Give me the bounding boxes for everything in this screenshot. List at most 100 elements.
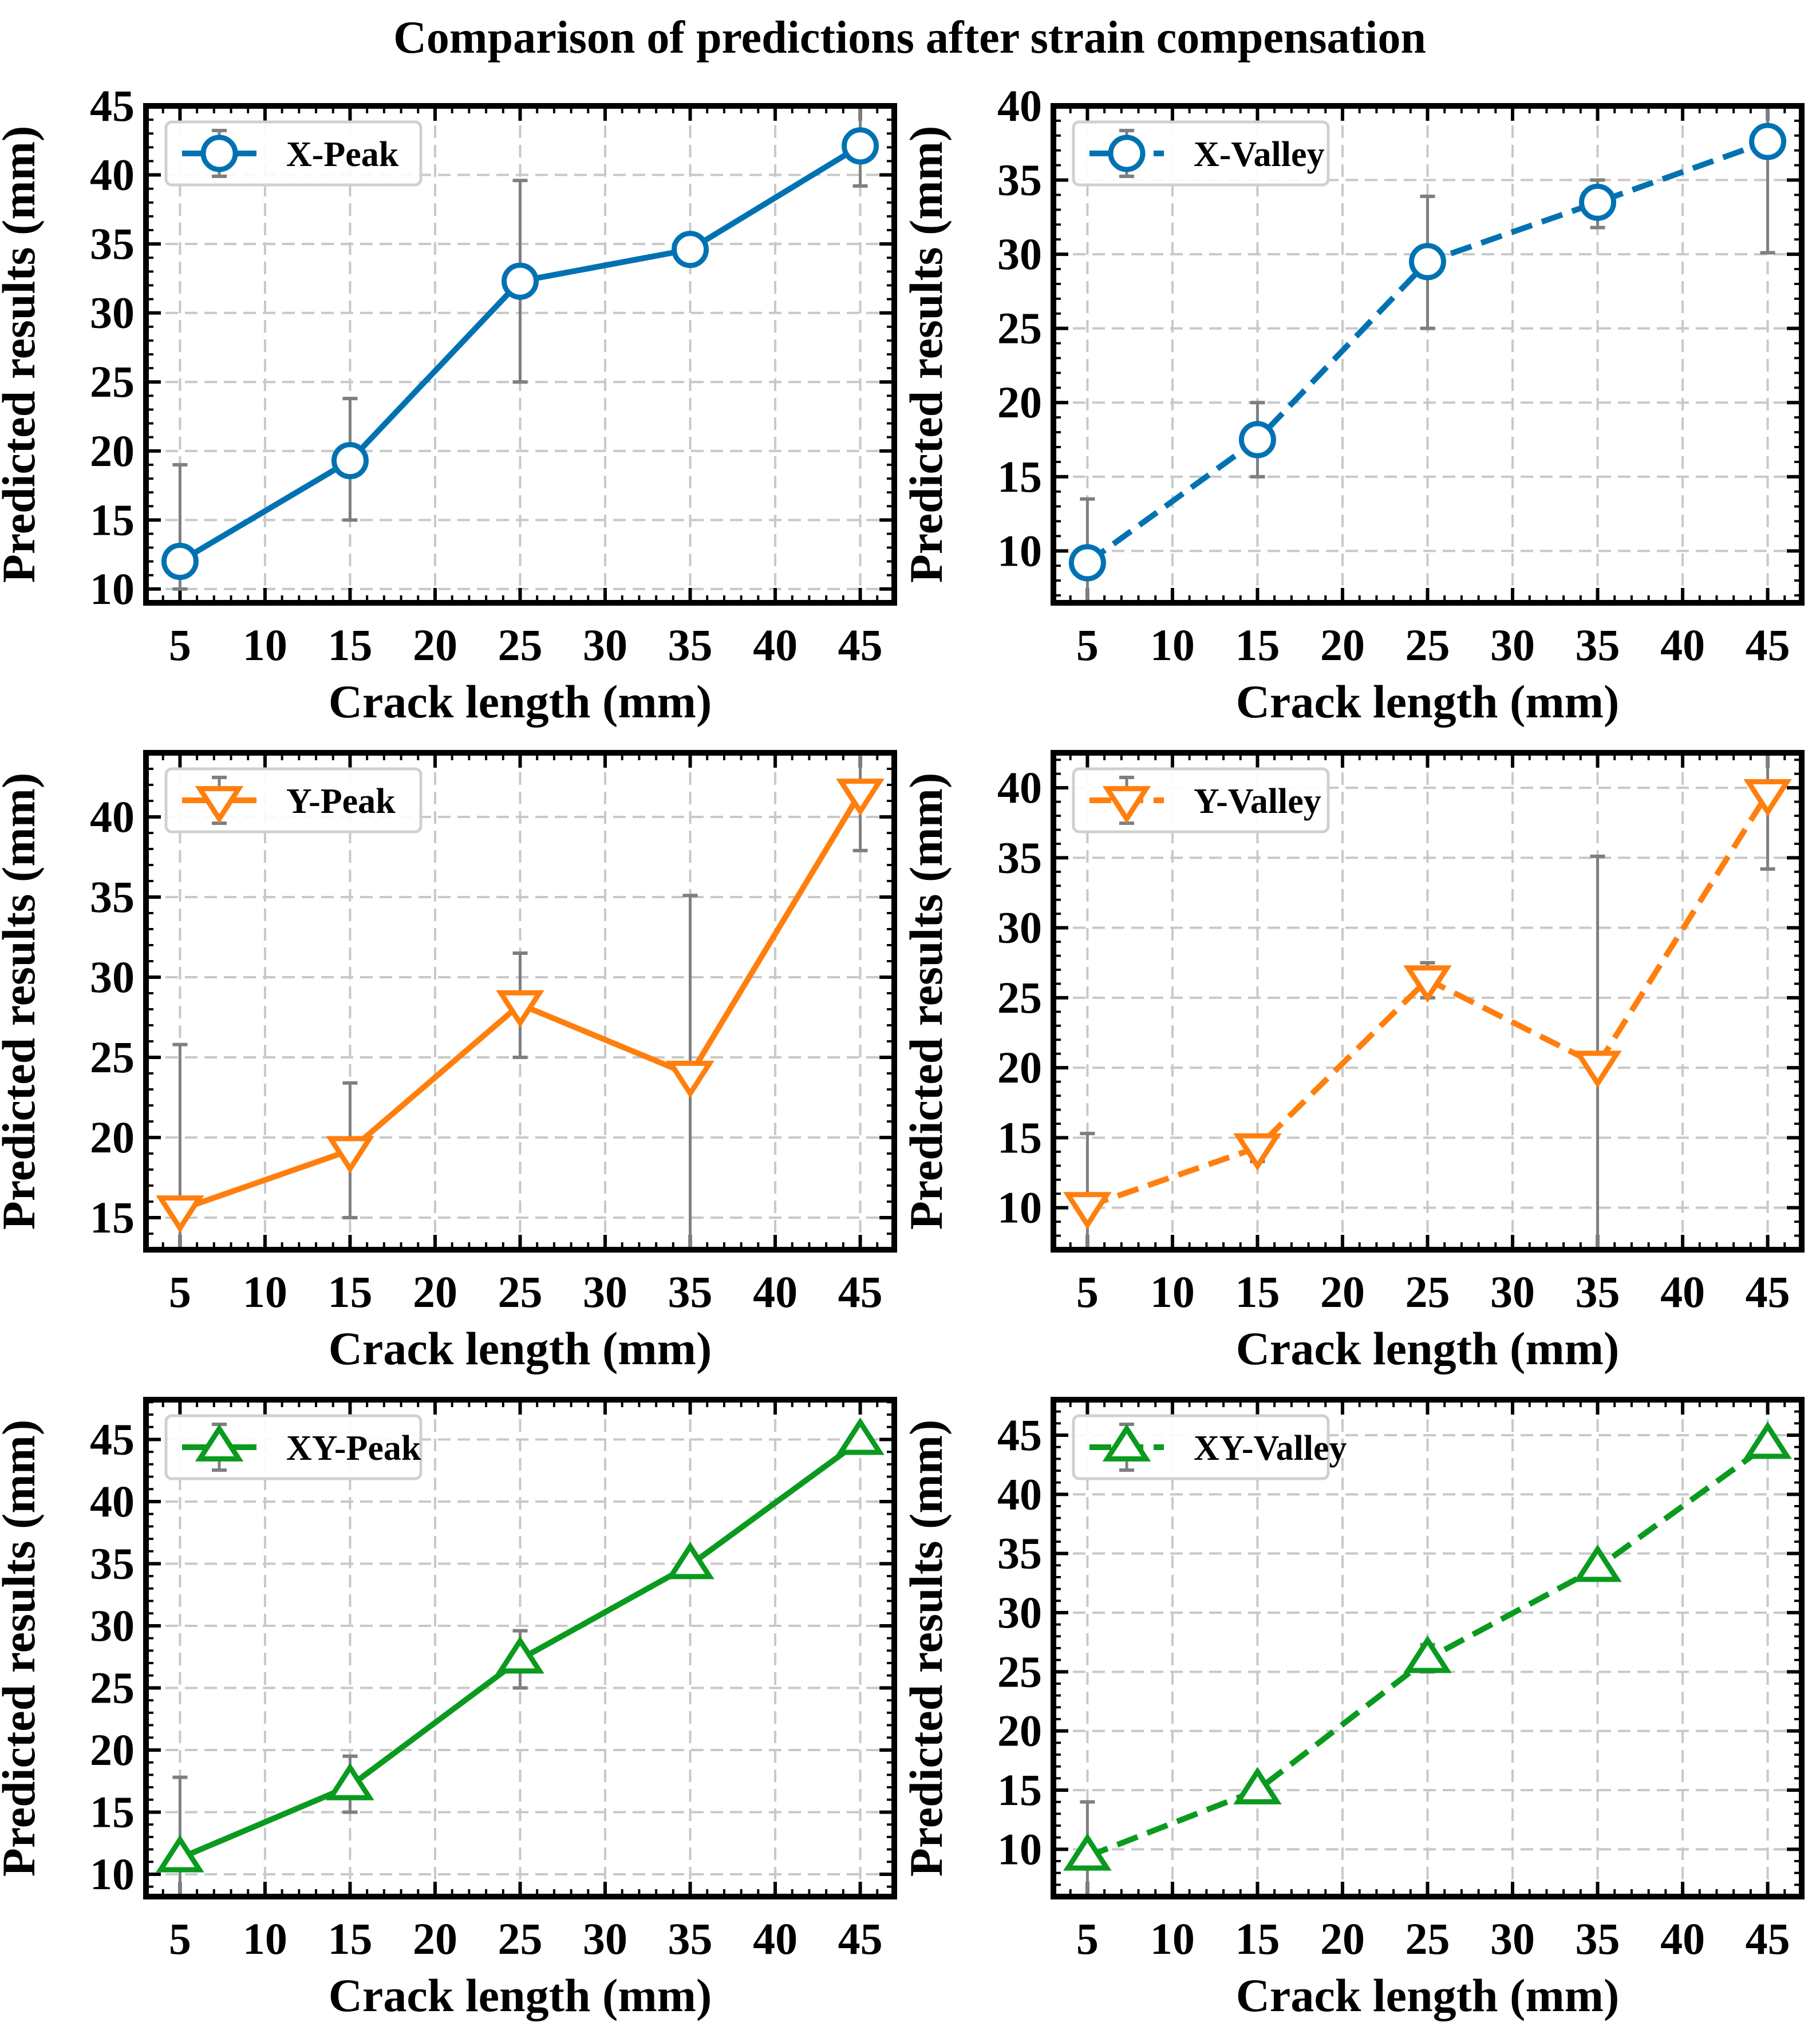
legend-marker — [1108, 135, 1146, 172]
x-tick-label: 25 — [1406, 620, 1450, 670]
x-tick-label: 25 — [498, 620, 543, 670]
y-tick-label: 10 — [90, 564, 135, 614]
y-tick-label: 45 — [90, 81, 135, 131]
data-point-marker — [1233, 1133, 1282, 1171]
x-tick-label: 10 — [243, 1914, 287, 1964]
x-tick-label: 40 — [1660, 1267, 1705, 1317]
plot-area — [1068, 106, 1787, 603]
y-tick-label: 40 — [997, 1469, 1042, 1519]
x-tick-label: 5 — [1076, 1914, 1099, 1964]
y-tick-label: 30 — [90, 952, 135, 1002]
y-tick-label: 15 — [90, 1192, 135, 1242]
x-tick-label: 5 — [1076, 620, 1099, 670]
x-tick-label: 30 — [1490, 1267, 1535, 1317]
y-tick-label: 25 — [90, 357, 135, 406]
x-tick-label: 15 — [327, 620, 372, 670]
legend-label: X-Valley — [1194, 135, 1324, 174]
plot-area — [156, 753, 885, 1250]
figure-title: Comparison of predictions after strain c… — [393, 13, 1426, 63]
x-tick-label: 20 — [413, 620, 457, 670]
y-tick-label: 40 — [997, 763, 1042, 812]
plot-frame — [143, 1397, 897, 1899]
data-point-marker — [1063, 1833, 1112, 1871]
data-point-marker — [496, 990, 544, 1028]
x-tick-label: 25 — [1406, 1914, 1450, 1964]
x-tick-label: 40 — [753, 620, 798, 670]
data-point-marker — [1238, 421, 1276, 459]
y-tick-label: 25 — [997, 1646, 1042, 1696]
data-point-marker — [836, 1417, 885, 1455]
data-point-marker — [1233, 1767, 1282, 1804]
y-tick-label: 40 — [90, 792, 135, 842]
data-point-marker — [1063, 1192, 1112, 1230]
plot-area — [1063, 753, 1792, 1250]
data-point-marker — [1409, 243, 1446, 281]
x-tick-label: 5 — [169, 1914, 191, 1964]
y-tick-label: 40 — [997, 81, 1042, 131]
x-tick-label: 40 — [753, 1267, 798, 1317]
x-tick-label: 45 — [838, 1914, 883, 1964]
y-tick-label: 40 — [90, 150, 135, 200]
y-tick-label: 20 — [997, 1706, 1042, 1756]
legend-label: X-Peak — [286, 135, 399, 174]
x-tick-label: 20 — [413, 1914, 457, 1964]
y-tick-label: 20 — [997, 377, 1042, 427]
legend-marker — [1102, 1424, 1151, 1462]
y-tick-label: 40 — [90, 1476, 135, 1526]
y-tick-label: 20 — [90, 1725, 135, 1775]
y-tick-label: 30 — [997, 903, 1042, 953]
x-tick-label: 10 — [243, 620, 287, 670]
data-point-marker — [666, 1542, 714, 1579]
y-tick-label: 35 — [997, 155, 1042, 205]
x-axis-label: Crack length (mm) — [329, 1969, 712, 2021]
data-point-marker — [666, 1060, 714, 1099]
y-tick-label: 15 — [997, 452, 1042, 501]
legend-marker — [195, 786, 244, 824]
legend-label: Y-Peak — [286, 782, 396, 821]
x-tick-label: 15 — [1235, 1267, 1280, 1317]
x-tick-label: 40 — [1660, 620, 1705, 670]
x-tick-label: 35 — [668, 1267, 713, 1317]
x-tick-label: 30 — [583, 1914, 627, 1964]
y-tick-label: 15 — [90, 495, 135, 544]
x-axis-label: Crack length (mm) — [1236, 676, 1620, 728]
plot-area — [1063, 1421, 1792, 1897]
legend-box — [164, 1414, 423, 1480]
x-axis-label: Crack length (mm) — [1236, 1322, 1620, 1375]
x-tick-label: 25 — [1406, 1267, 1450, 1317]
data-point-marker — [672, 231, 709, 268]
x-axis-label: Crack length (mm) — [329, 676, 712, 728]
y-axis-label: Predicted results (mm) — [900, 773, 952, 1230]
y-axis-label: Predicted results (mm) — [0, 126, 45, 583]
y-tick-label: 25 — [90, 1032, 135, 1082]
y-tick-label: 20 — [90, 1112, 135, 1162]
legend-marker — [195, 1424, 244, 1462]
data-point-marker — [1743, 779, 1792, 817]
plot-frame — [1051, 103, 1805, 606]
x-tick-label: 10 — [243, 1267, 287, 1317]
x-tick-label: 15 — [1235, 620, 1280, 670]
panel-1: 5 10 15 20 25 30 35 40 45 10 15 20 25 30 35 40 45 Crack l… — [0, 81, 897, 728]
x-tick-label: 35 — [1576, 1267, 1620, 1317]
data-point-marker — [1749, 123, 1787, 160]
y-tick-label: 35 — [90, 872, 135, 922]
x-tick-label: 20 — [1320, 1914, 1365, 1964]
plot-frame — [1051, 1397, 1805, 1899]
y-tick-label: 45 — [90, 1414, 135, 1464]
x-tick-label: 15 — [1235, 1914, 1280, 1964]
data-point-marker — [161, 543, 199, 580]
panel-2: 5 10 15 20 25 30 35 40 45 10 15 20 25 30 35 40 Crack len… — [900, 81, 1805, 728]
x-tick-label: 45 — [1746, 1914, 1790, 1964]
x-tick-label: 25 — [498, 1914, 543, 1964]
x-tick-label: 45 — [838, 1267, 883, 1317]
x-tick-label: 10 — [1150, 1914, 1195, 1964]
x-tick-label: 45 — [1746, 1267, 1790, 1317]
x-tick-label: 35 — [1576, 620, 1620, 670]
y-axis-label: Predicted results (mm) — [900, 126, 952, 583]
y-tick-label: 35 — [997, 1528, 1042, 1578]
data-point-marker — [326, 1136, 374, 1174]
data-point-marker — [326, 1763, 374, 1800]
x-tick-label: 10 — [1150, 1267, 1195, 1317]
y-tick-label: 35 — [90, 219, 135, 268]
